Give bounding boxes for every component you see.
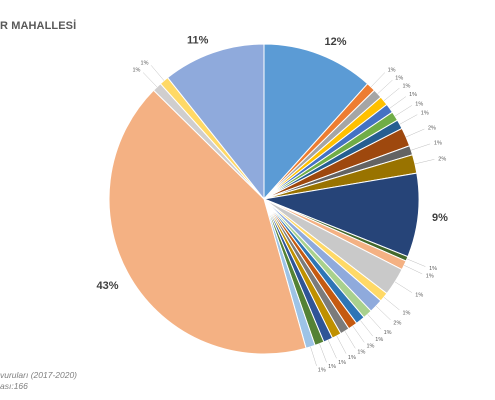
slice-label: 1% — [357, 350, 365, 356]
leader-line — [367, 314, 382, 330]
leader-line — [327, 339, 337, 359]
slice-label: 1% — [421, 111, 429, 117]
leader-line — [142, 72, 158, 88]
slice-label: 1% — [348, 355, 356, 361]
leader-line — [370, 72, 386, 88]
slice-label: 12% — [325, 36, 347, 48]
pie-slice — [166, 43, 265, 201]
leader-line — [405, 128, 425, 138]
leader-line — [375, 305, 391, 321]
leader-line — [344, 331, 356, 349]
slice-label: 9% — [432, 212, 448, 224]
slice-label: 1% — [415, 101, 423, 107]
leader-line — [377, 79, 393, 94]
slice-label: 11% — [187, 34, 209, 46]
leader-line — [319, 343, 327, 363]
slice-label: 1% — [375, 337, 383, 343]
leader-line — [336, 335, 347, 354]
slice-label: 1% — [367, 344, 375, 350]
leader-line — [389, 96, 407, 109]
slice-label: 1% — [388, 68, 396, 74]
pie-slice — [263, 43, 369, 201]
leader-line — [394, 281, 413, 293]
pie-slice — [262, 172, 420, 258]
slice-labels: 12%1%1%1%1%1%1%2%1%2%9%1%1%1%1%2%1%1%1%1… — [96, 34, 448, 373]
slice-label: 1% — [141, 60, 149, 66]
leader-line — [406, 258, 426, 267]
slice-label: 1% — [403, 84, 411, 90]
slice-label: 1% — [395, 75, 403, 81]
leader-line — [403, 265, 423, 275]
slice-label: 1% — [409, 92, 417, 98]
leader-line — [150, 65, 165, 81]
chart-title: R MAHALLESİ — [0, 20, 77, 32]
slice-label: 1% — [434, 141, 442, 147]
leader-line — [411, 143, 431, 151]
slice-label: 1% — [338, 360, 346, 366]
slice-label: 1% — [132, 68, 140, 74]
leader-line — [383, 87, 400, 101]
slice-label: 1% — [328, 364, 336, 370]
leader-line — [310, 346, 317, 366]
count-note: ası:166 — [0, 381, 28, 391]
leader-line — [394, 105, 413, 117]
slice-label: 2% — [438, 156, 446, 162]
slice-label: 2% — [428, 125, 436, 131]
leader-line — [360, 320, 373, 337]
leader-line — [399, 114, 418, 125]
chart-footer: vuruları (2017-2020) ası:166 — [0, 370, 77, 392]
pie-slices — [108, 43, 420, 355]
slice-label: 1% — [318, 368, 326, 374]
slice-label: 1% — [426, 274, 434, 280]
slice-label: 43% — [96, 280, 118, 292]
leader-line — [383, 297, 400, 311]
source-note: vuruları (2017-2020) — [0, 370, 78, 380]
slice-label: 2% — [393, 321, 401, 327]
leader-line — [414, 159, 435, 165]
slice-label: 1% — [415, 293, 423, 299]
slice-label: 1% — [384, 330, 392, 336]
slice-label: 1% — [403, 310, 411, 316]
leader-line — [352, 325, 365, 343]
pie-slice — [108, 89, 307, 355]
leader-lines — [142, 65, 435, 366]
slice-label: 1% — [429, 266, 437, 272]
